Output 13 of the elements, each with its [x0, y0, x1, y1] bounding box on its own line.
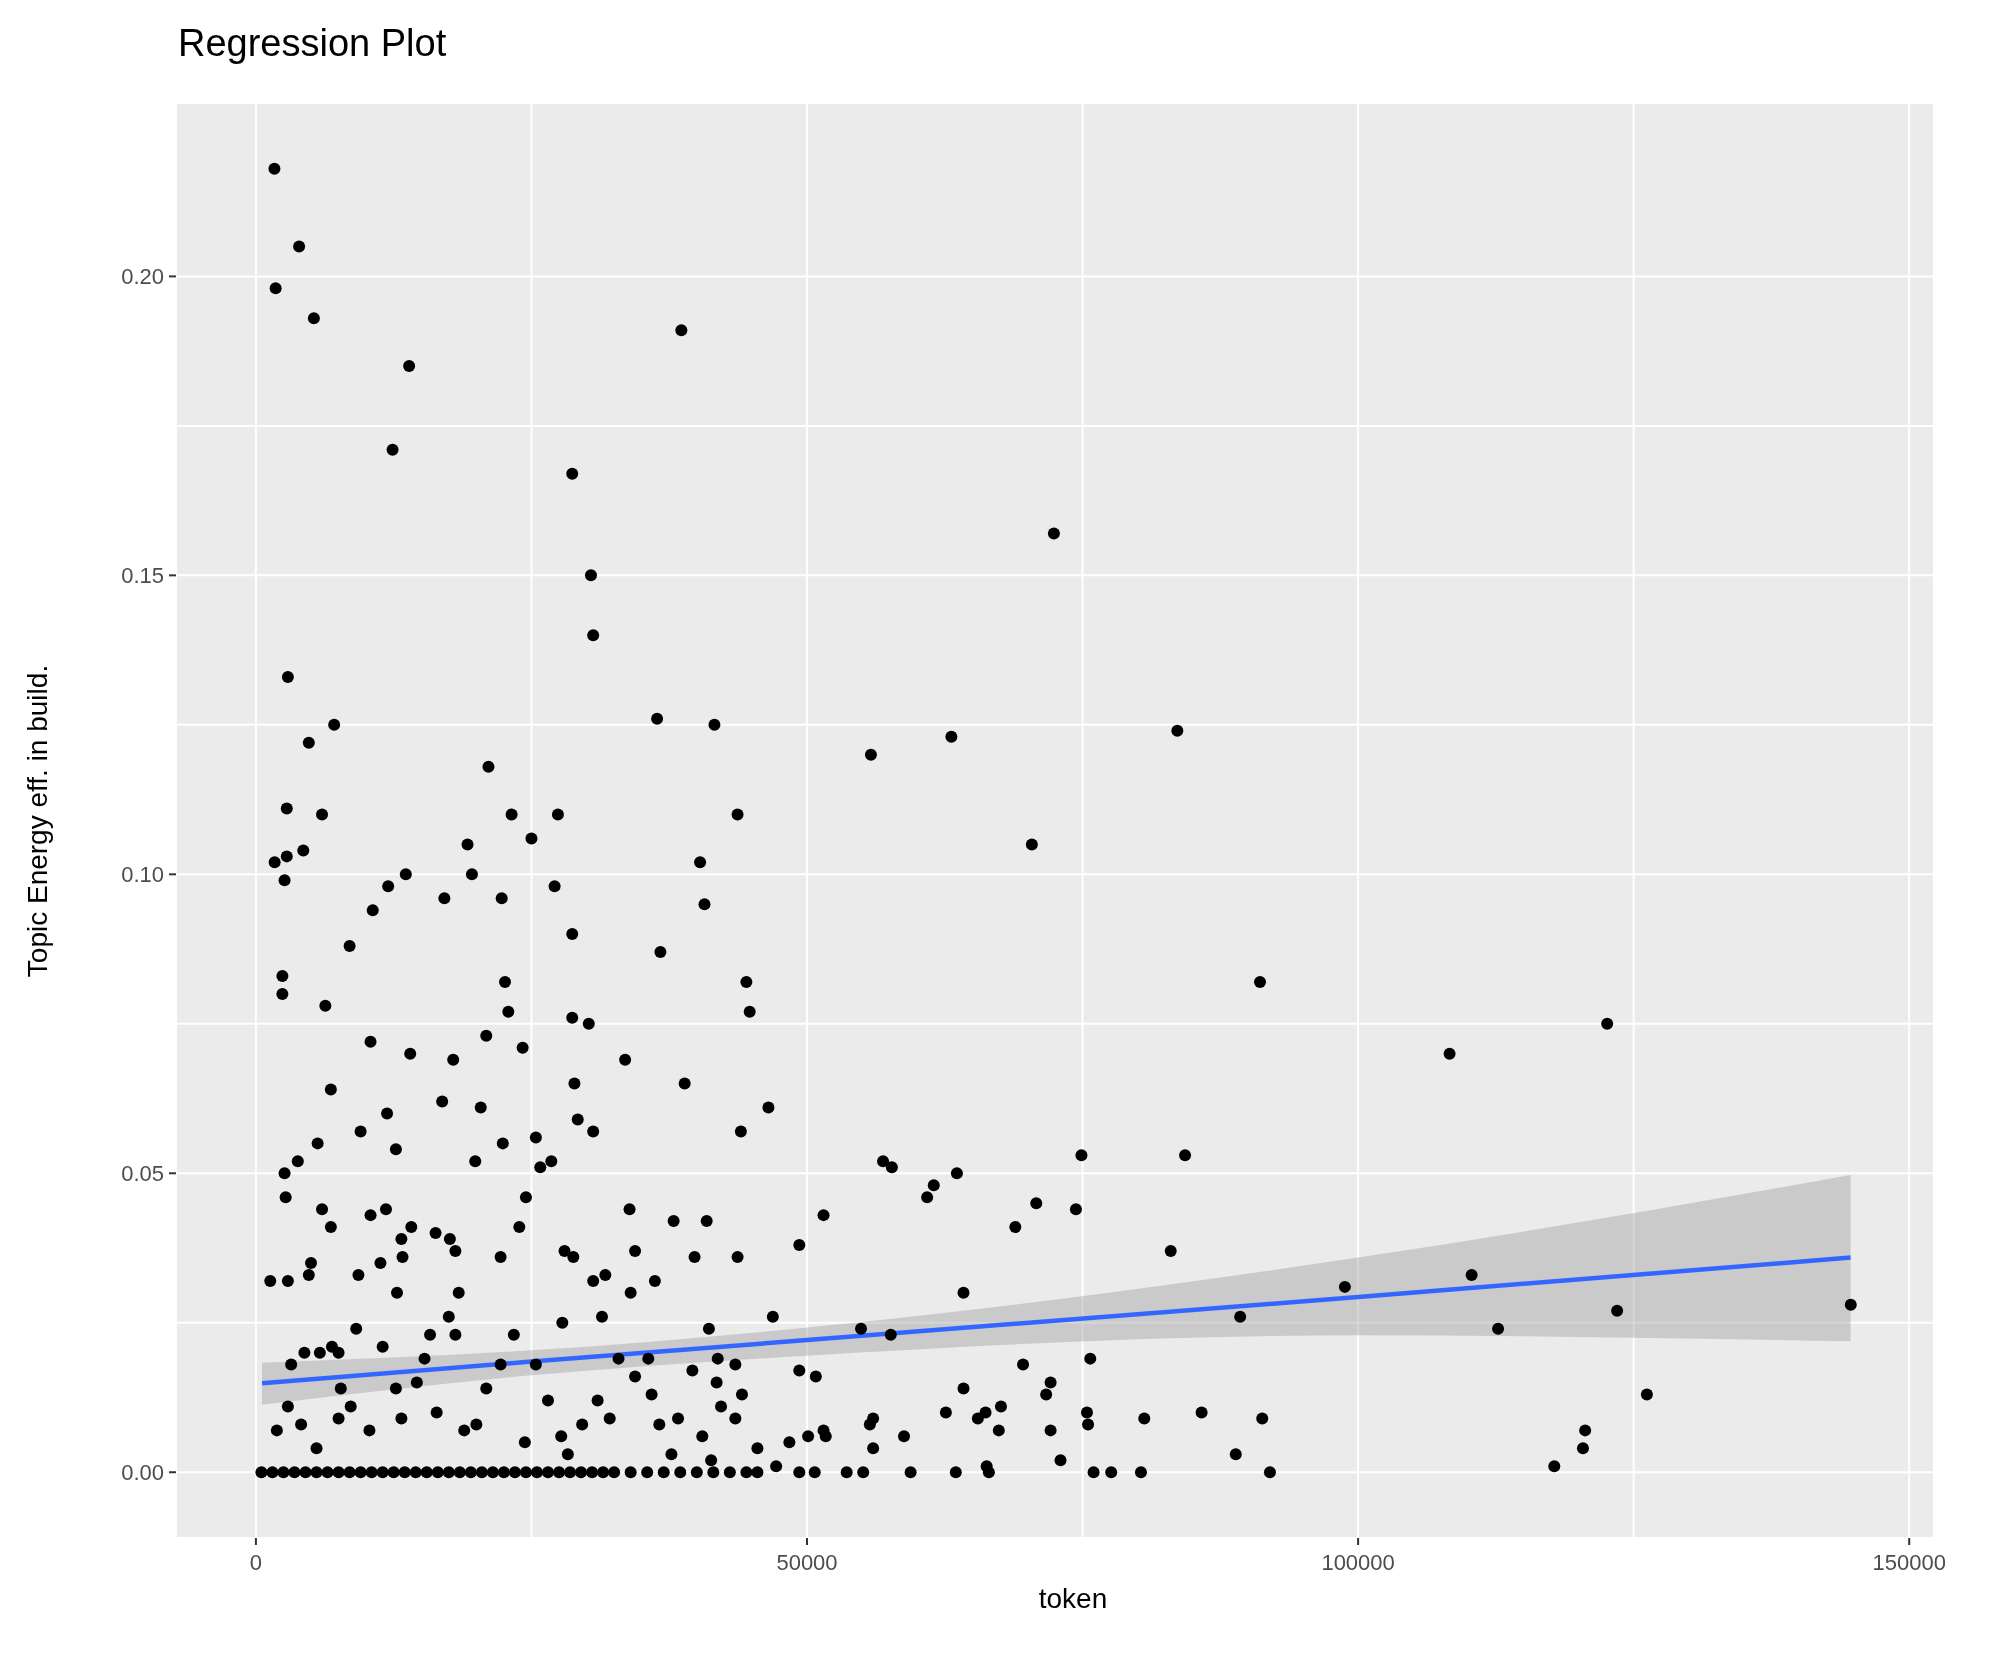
y-tick-label: 0.05 [121, 1161, 164, 1187]
line-series [259, 1255, 1853, 1386]
x-tick-label: 50000 [776, 1550, 838, 1575]
y-tick-label: 0.15 [121, 563, 164, 589]
y-tick-label: 0.10 [121, 862, 164, 888]
y-tick-label: 0.00 [121, 1460, 164, 1486]
x-tick-label: 150000 [1872, 1550, 1946, 1575]
y-tick-label: 0.20 [121, 264, 164, 290]
x-tick-label: 100000 [1321, 1550, 1395, 1575]
y-axis-title: Topic Energy eff. in build. [22, 664, 54, 978]
x-axis-title: token [1037, 1583, 1109, 1615]
chart-title: Regression Plot [178, 22, 447, 65]
x-tick-label: 0 [249, 1550, 263, 1575]
